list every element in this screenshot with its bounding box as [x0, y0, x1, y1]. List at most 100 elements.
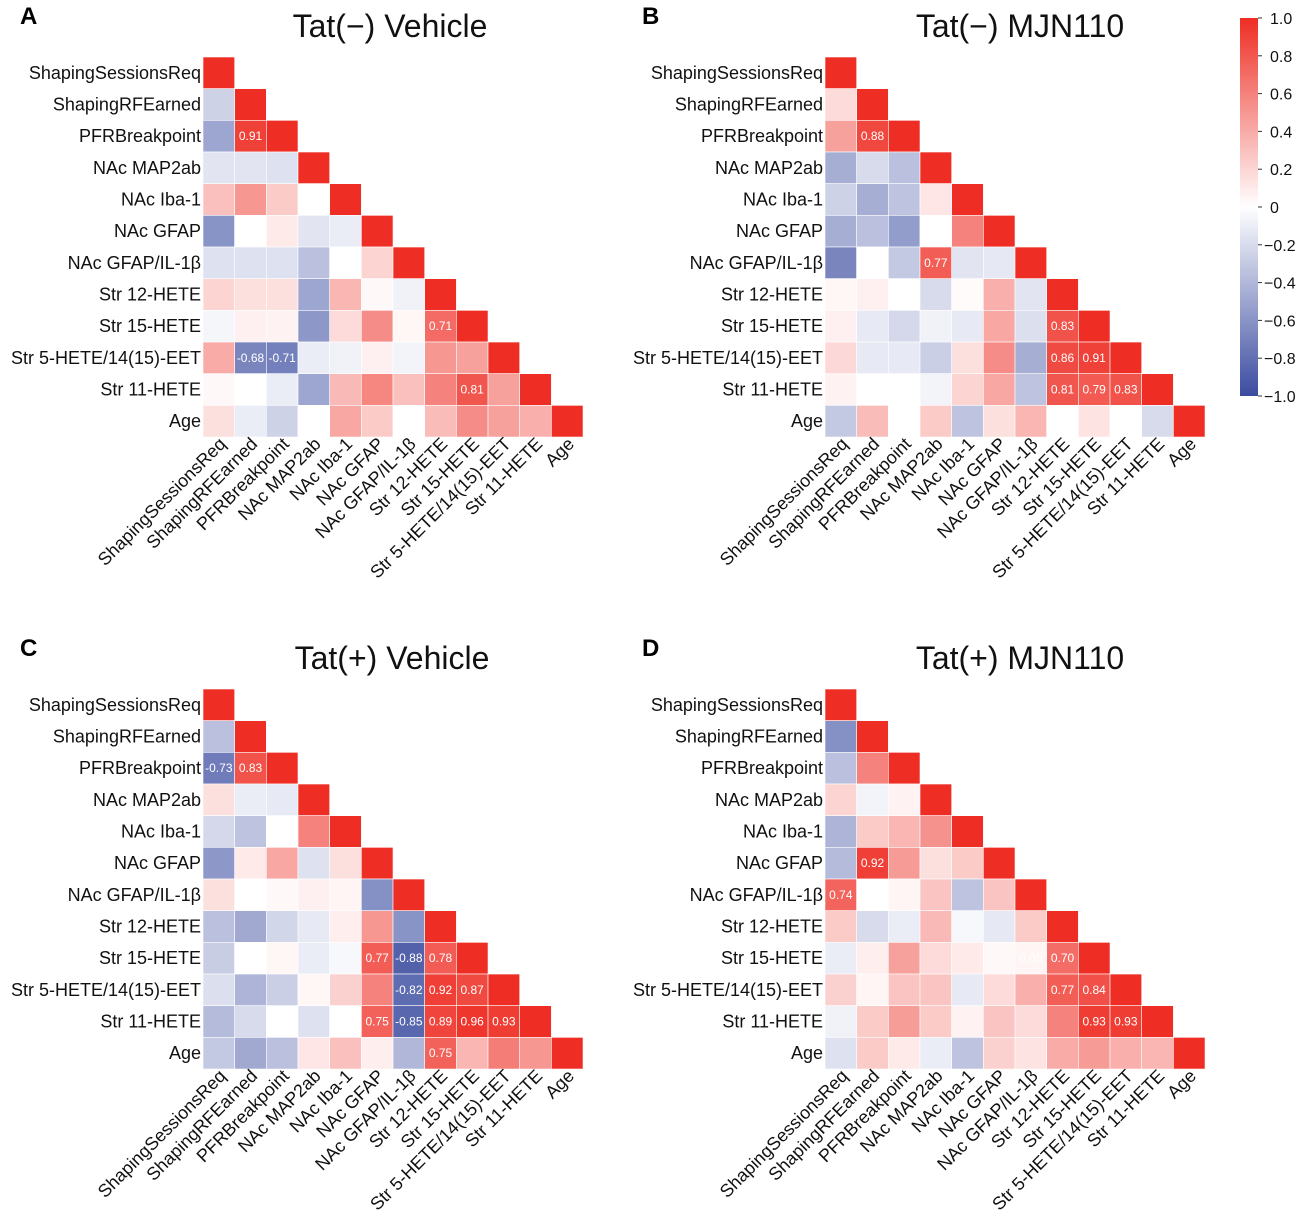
- heatmap-cell: [1014, 341, 1047, 374]
- row-label: Str 15-HETE: [99, 948, 201, 968]
- heatmap-cell: [202, 1037, 235, 1070]
- row-label: Str 15-HETE: [721, 316, 823, 336]
- heatmap-cell: [329, 246, 362, 279]
- heatmap-cell: [1109, 373, 1143, 406]
- row-label: PFRBreakpoint: [701, 126, 823, 146]
- row-label: Str 5-HETE/14(15)-EET: [633, 348, 823, 368]
- heatmap-cell: [1046, 1037, 1079, 1070]
- heatmap-cell: [1014, 246, 1047, 279]
- heatmap-cell: [297, 783, 330, 816]
- colorbar-tick-label: −0.6: [1264, 313, 1296, 330]
- heatmap-cell: [297, 878, 330, 911]
- heatmap-cell: [824, 151, 857, 184]
- heatmap-cell: [888, 120, 921, 153]
- panel-letter: B: [642, 3, 659, 30]
- heatmap-cell: [824, 341, 857, 374]
- heatmap-cell: [266, 373, 299, 406]
- heatmap-cell: [824, 973, 857, 1007]
- heatmap-cell: [951, 815, 984, 848]
- heatmap-cell: [392, 341, 425, 374]
- heatmap-cell: [392, 910, 425, 943]
- heatmap-cell: [361, 310, 394, 343]
- heatmap-cell: [856, 120, 889, 153]
- heatmap-cell: [361, 246, 394, 279]
- heatmap-cell: [951, 215, 984, 248]
- heatmap-cell: [1014, 1037, 1047, 1070]
- row-label: Str 11-HETE: [722, 1012, 823, 1032]
- heatmap-cell: [297, 942, 330, 975]
- heatmap-cell: [424, 973, 457, 1007]
- heatmap-cell: [487, 1005, 520, 1038]
- row-label: Str 15-HETE: [99, 316, 201, 336]
- heatmap-cell: [856, 246, 889, 279]
- heatmap-cell: [919, 878, 952, 911]
- heatmap-cell: [234, 246, 267, 279]
- heatmap-cell: [202, 847, 235, 880]
- heatmap-cell: [361, 278, 394, 311]
- colorbar-tick-label: −1.0: [1264, 389, 1296, 406]
- colorbar-tick-label: 0.2: [1270, 162, 1292, 179]
- heatmap-cell: [519, 405, 552, 438]
- row-label: NAc GFAP/IL-1β: [690, 885, 823, 905]
- heatmap-cell: [234, 973, 267, 1007]
- cell-annotation: 0.71: [429, 319, 453, 333]
- cell-annotation: 0.83: [239, 761, 263, 775]
- heatmap-cell: [919, 910, 952, 943]
- heatmap-cell: [824, 215, 857, 248]
- heatmap-cell: [297, 341, 330, 374]
- heatmap-cell: [202, 341, 235, 374]
- heatmap-cell: [424, 405, 457, 438]
- heatmap-cell: [919, 373, 952, 406]
- heatmap-cell: [329, 310, 362, 343]
- heatmap-cell: [266, 847, 299, 880]
- heatmap-cell: [361, 973, 394, 1007]
- row-label: ShapingSessionsReq: [651, 63, 823, 83]
- heatmap-cell: [329, 942, 362, 975]
- heatmap-cell: [951, 183, 984, 216]
- heatmap-cell: [1109, 1005, 1143, 1038]
- heatmap-cell: [856, 752, 889, 785]
- heatmap-cell: [234, 783, 267, 816]
- heatmap-cell: [234, 373, 267, 406]
- heatmap-cell: [856, 1005, 889, 1038]
- heatmap-cell: [234, 215, 267, 248]
- heatmap-cell: [1109, 341, 1143, 374]
- heatmap-cell: [456, 973, 489, 1007]
- heatmap-cell: [856, 310, 889, 343]
- heatmap-cell: [951, 942, 984, 975]
- heatmap-cell: [888, 847, 921, 880]
- heatmap-cell: [824, 942, 857, 975]
- heatmap-cell: [392, 373, 425, 406]
- heatmap-cell: [297, 246, 330, 279]
- heatmap-cell: [824, 720, 857, 753]
- heatmap-cell: [266, 183, 299, 216]
- heatmap-cell: [1014, 910, 1047, 943]
- cell-annotation: -0.82: [395, 983, 423, 997]
- heatmap-cell: [983, 405, 1016, 438]
- row-label: Str 12-HETE: [99, 917, 201, 937]
- heatmap-cell: [297, 1005, 330, 1038]
- cell-annotation: 0.70: [1051, 951, 1075, 965]
- cell-annotation: 0.77: [366, 951, 390, 965]
- heatmap-cell: [297, 973, 330, 1007]
- heatmap-cell: [392, 310, 425, 343]
- cell-annotation: 0.92: [861, 856, 885, 870]
- heatmap-cell: [983, 1005, 1016, 1038]
- heatmap-cell: [1141, 373, 1174, 406]
- row-label: NAc MAP2ab: [715, 158, 823, 178]
- heatmap-cell: [951, 278, 984, 311]
- heatmap-cell: [983, 1037, 1016, 1070]
- row-label: Age: [169, 411, 201, 431]
- heatmap-cell: [888, 878, 921, 911]
- row-label: PFRBreakpoint: [79, 758, 201, 778]
- row-label: NAc GFAP/IL-1β: [690, 253, 823, 273]
- row-label: NAc GFAP: [114, 853, 201, 873]
- heatmap-cell: [824, 1037, 857, 1070]
- heatmap-cell: [983, 215, 1016, 248]
- heatmap-cell: [919, 278, 952, 311]
- heatmap-cell: [202, 1005, 235, 1038]
- heatmap-cell: [951, 341, 984, 374]
- panel-title: Tat(−) MJN110: [916, 8, 1124, 44]
- heatmap-cell: [202, 278, 235, 311]
- heatmap-cell: [234, 1037, 267, 1070]
